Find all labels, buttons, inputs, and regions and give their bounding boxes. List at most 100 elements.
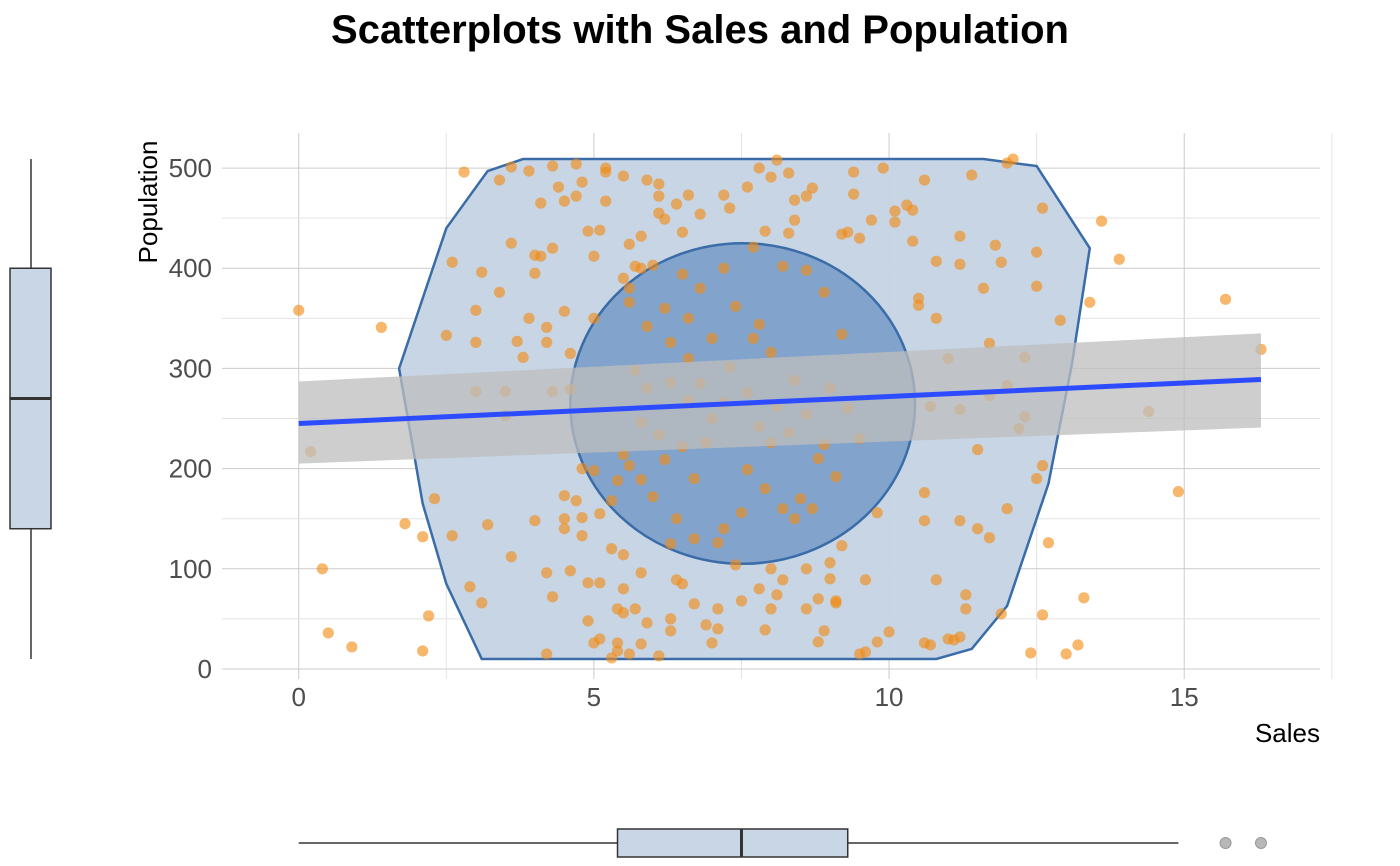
y-axis-label: Population [133,141,163,264]
data-point [765,603,777,615]
plot-area: 0 5 10 15 0 100 200 300 400 500 [169,133,1333,712]
data-point [865,214,877,226]
data-point [759,624,771,636]
data-point [735,595,748,607]
data-point [682,352,694,365]
data-point [558,305,570,317]
data-point [517,351,529,364]
data-point [523,312,535,324]
data-point [570,158,582,170]
data-point [558,195,570,207]
data-point [830,597,842,609]
data-point [1001,503,1013,515]
data-point [871,636,883,648]
data-point [428,493,441,505]
data-point [659,302,671,314]
data-point [735,507,748,519]
x-tick-label: 10 [875,682,904,712]
data-point [399,518,411,530]
data-point [558,523,570,535]
data-point [676,578,689,590]
data-point [653,650,665,662]
data-point [635,638,647,650]
data-point [1031,473,1043,485]
data-point [883,626,895,638]
x-tick-label: 5 [587,682,601,712]
data-point [623,648,635,660]
data-point [623,460,635,472]
data-point [972,523,984,535]
data-point [954,258,966,270]
data-point [960,589,972,601]
data-point [800,563,813,575]
data-point [617,583,630,595]
data-point [930,574,942,586]
data-point [954,631,966,643]
data-point [541,567,553,579]
data-point [505,161,517,173]
data-point [535,197,547,209]
data-point [800,603,813,615]
data-point [594,633,606,645]
data-point [706,637,718,649]
data-point [783,227,795,239]
data-point [659,213,671,225]
data-point [375,321,387,333]
data-point [1072,639,1084,651]
data-point [800,264,813,276]
data-point [954,515,966,527]
x-box-outlier [1219,837,1232,849]
data-point [960,603,972,615]
data-point [623,282,635,294]
y-tick-label: 100 [169,554,212,584]
data-point [322,627,334,639]
data-point [954,230,966,242]
data-point [747,332,759,344]
data-point [889,205,901,217]
data-point [765,346,777,359]
data-point [930,312,942,324]
data-point [464,581,476,593]
data-point [606,495,618,507]
data-point [818,286,830,298]
data-point [458,166,470,178]
data-point [765,563,777,575]
data-point [1036,609,1049,621]
data-point [423,610,435,622]
data-point [582,577,594,589]
data-point [1084,296,1096,308]
data-point [541,648,553,660]
data-point [523,165,535,177]
data-point [859,646,872,658]
data-point [446,530,458,542]
data-point [718,262,730,274]
data-point [688,598,700,610]
data-point [688,473,700,485]
data-point [1007,153,1019,165]
data-point [623,238,635,250]
data-point [759,483,771,495]
x-box-outlier [1254,837,1267,849]
data-point [889,216,901,228]
data-point [529,267,541,279]
data-point [989,239,1001,251]
data-point [482,519,494,531]
data-point [1172,486,1184,498]
data-point [611,475,624,487]
data-point [789,214,801,226]
data-point [665,538,677,550]
data-point [564,565,576,577]
data-point [653,190,665,202]
data-point [806,182,818,194]
data-point [1095,215,1108,227]
data-point [789,194,801,206]
data-point [771,589,783,601]
data-point [800,190,813,202]
data-point [830,471,842,483]
data-point [617,607,630,619]
data-point [718,523,730,535]
data-point [417,531,429,543]
data-point [977,282,990,294]
regression-line [298,376,1262,427]
